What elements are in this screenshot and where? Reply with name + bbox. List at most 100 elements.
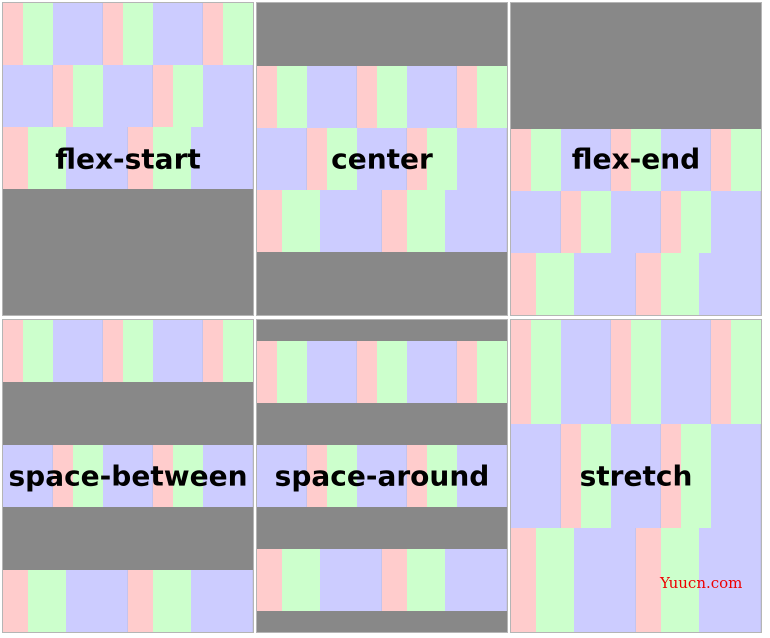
flex-item bbox=[457, 445, 507, 507]
flex-item bbox=[611, 129, 631, 191]
flex-item bbox=[23, 3, 53, 65]
flex-item bbox=[661, 320, 711, 424]
flex-item bbox=[457, 66, 477, 128]
flex-item bbox=[731, 129, 761, 191]
flex-item bbox=[307, 445, 327, 507]
flex-item bbox=[203, 445, 253, 507]
flex-item bbox=[123, 3, 153, 65]
flex-item bbox=[357, 341, 377, 403]
flex-item bbox=[377, 66, 407, 128]
flex-item bbox=[103, 3, 123, 65]
flex-item bbox=[257, 66, 277, 128]
flex-item bbox=[257, 445, 307, 507]
flex-item bbox=[511, 424, 561, 528]
flex-item bbox=[153, 3, 203, 65]
flex-item bbox=[477, 66, 507, 128]
flex-item bbox=[3, 445, 53, 507]
flex-item bbox=[307, 128, 327, 190]
flex-item bbox=[631, 129, 661, 191]
flex-item bbox=[531, 129, 561, 191]
flex-item bbox=[427, 445, 457, 507]
flex-item bbox=[173, 445, 203, 507]
flex-item bbox=[3, 65, 53, 127]
flex-item bbox=[357, 66, 377, 128]
flex-item bbox=[28, 570, 66, 632]
flex-item bbox=[711, 129, 731, 191]
flex-item bbox=[319, 549, 382, 611]
flex-item bbox=[444, 549, 507, 611]
flex-item bbox=[661, 528, 699, 632]
flex-item bbox=[698, 528, 761, 632]
flex-item bbox=[153, 127, 191, 189]
flex-item bbox=[573, 253, 636, 315]
flex-item bbox=[3, 570, 28, 632]
flex-item bbox=[327, 445, 357, 507]
flex-item bbox=[319, 190, 382, 252]
flex-item bbox=[153, 65, 173, 127]
flex-item bbox=[53, 3, 103, 65]
flex-item bbox=[307, 341, 357, 403]
flex-item bbox=[536, 528, 574, 632]
flex-item bbox=[357, 445, 407, 507]
flex-item bbox=[277, 341, 307, 403]
flex-item bbox=[407, 66, 457, 128]
flex-item bbox=[103, 320, 123, 382]
flex-panel: stretch bbox=[510, 319, 762, 633]
flex-item bbox=[511, 253, 536, 315]
flex-item bbox=[257, 128, 307, 190]
flex-item bbox=[203, 3, 223, 65]
flex-panel: flex-end bbox=[510, 2, 762, 316]
flex-item bbox=[53, 320, 103, 382]
flex-item bbox=[611, 320, 631, 424]
flex-item bbox=[153, 445, 173, 507]
flex-item bbox=[636, 253, 661, 315]
flex-item bbox=[190, 570, 253, 632]
flex-item bbox=[457, 341, 477, 403]
flex-item bbox=[257, 190, 282, 252]
flex-item bbox=[681, 191, 711, 253]
flex-item bbox=[223, 320, 253, 382]
flex-item bbox=[536, 253, 574, 315]
flex-item bbox=[661, 191, 681, 253]
flex-item bbox=[23, 320, 53, 382]
flex-item bbox=[103, 445, 153, 507]
flex-item bbox=[103, 65, 153, 127]
flex-item bbox=[698, 253, 761, 315]
flex-item bbox=[3, 320, 23, 382]
flex-item bbox=[427, 128, 457, 190]
flex-item bbox=[257, 549, 282, 611]
flex-item bbox=[65, 570, 128, 632]
flex-item bbox=[511, 191, 561, 253]
flex-item bbox=[382, 190, 407, 252]
flex-item bbox=[511, 320, 531, 424]
flex-item bbox=[123, 320, 153, 382]
flex-item bbox=[711, 424, 761, 528]
flex-item bbox=[53, 445, 73, 507]
flex-item bbox=[661, 253, 699, 315]
flex-item bbox=[3, 127, 28, 189]
flex-item bbox=[631, 320, 661, 424]
flex-item bbox=[257, 341, 277, 403]
flex-item bbox=[711, 191, 761, 253]
flex-item bbox=[203, 320, 223, 382]
flex-item bbox=[407, 128, 427, 190]
flex-item bbox=[173, 65, 203, 127]
flex-panel: flex-start bbox=[2, 2, 254, 316]
flex-item bbox=[327, 128, 357, 190]
flex-item bbox=[282, 190, 320, 252]
watermark: Yuucn.com bbox=[660, 574, 743, 592]
flex-item bbox=[711, 320, 731, 424]
flex-item bbox=[561, 320, 611, 424]
flex-item bbox=[511, 129, 531, 191]
flex-item bbox=[28, 127, 66, 189]
flex-item bbox=[282, 549, 320, 611]
flex-item bbox=[611, 191, 661, 253]
flex-item bbox=[581, 424, 611, 528]
flex-panel: center bbox=[256, 2, 508, 316]
flex-item bbox=[457, 128, 507, 190]
flex-item bbox=[561, 129, 611, 191]
flex-item bbox=[573, 528, 636, 632]
flex-item bbox=[203, 65, 253, 127]
flex-item bbox=[128, 127, 153, 189]
